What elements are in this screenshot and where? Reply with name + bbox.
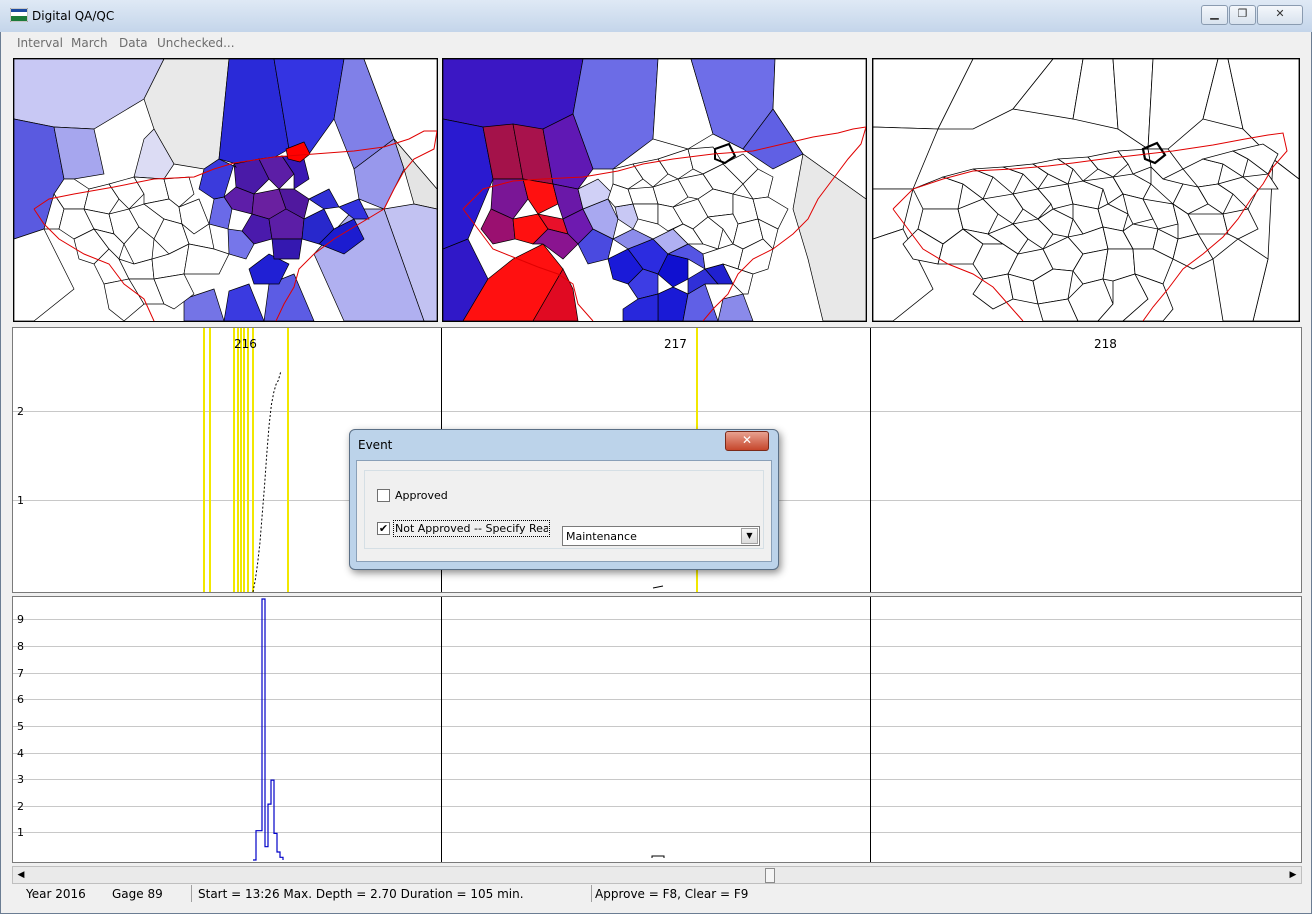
column-title-218: 218 [1094, 337, 1117, 351]
menu-interval[interactable]: Interval [17, 36, 63, 50]
scroll-right-arrow-icon[interactable]: ▶ [1289, 870, 1297, 880]
station-217-trace [652, 585, 664, 589]
y-tick: 5 [17, 720, 24, 733]
y-tick: 9 [17, 613, 24, 626]
gridline [13, 753, 1301, 754]
y-tick: 3 [17, 773, 24, 786]
status-divider [591, 885, 592, 902]
column-title-216: 216 [234, 337, 257, 351]
scroll-left-arrow-icon[interactable]: ◀ [17, 870, 25, 880]
menu-bar: Interval March Data Unchecked... [8, 33, 1304, 53]
approved-checkbox[interactable] [377, 489, 390, 502]
status-event-info: Start = 13:26 Max. Depth = 2.70 Duration… [198, 887, 524, 901]
dialog-title: Event [358, 438, 393, 452]
dialog-close-button[interactable]: ✕ [725, 431, 769, 451]
gridline [13, 726, 1301, 727]
y-tick: 2 [17, 405, 24, 418]
cumulative-depth-line [252, 372, 282, 592]
voronoi-map-1 [14, 59, 437, 321]
gridline [13, 411, 1301, 412]
voronoi-map-2 [443, 59, 866, 321]
y-tick: 8 [17, 640, 24, 653]
close-window-button[interactable]: ✕ [1257, 5, 1303, 25]
minimize-button[interactable]: ▁ [1201, 5, 1228, 25]
approved-label[interactable]: Approved [395, 489, 448, 502]
approval-group: Approved ✔ Not Approved -- Specify Reaso… [364, 470, 764, 549]
menu-data[interactable]: Data [119, 36, 148, 50]
map-panel-2[interactable] [442, 58, 867, 322]
map-panel-1[interactable] [13, 58, 438, 322]
dropdown-arrow-icon[interactable]: ▼ [741, 528, 758, 544]
dialog-body: Approved ✔ Not Approved -- Specify Reaso… [356, 460, 772, 562]
y-tick: 6 [17, 693, 24, 706]
intensity-chart-row[interactable]: 9 8 7 6 5 4 3 2 1 [12, 596, 1302, 863]
menu-march[interactable]: March [71, 36, 108, 50]
restore-button[interactable]: ❐ [1229, 5, 1256, 25]
gridline [13, 832, 1301, 833]
title-bar[interactable]: Digital QA/QC ▁ ❐ ✕ [0, 0, 1312, 32]
menu-unchecked[interactable]: Unchecked... [157, 36, 235, 50]
gridline [13, 673, 1301, 674]
column-separator [441, 597, 442, 862]
gridline [13, 779, 1301, 780]
map-panel-3[interactable] [872, 58, 1300, 322]
reason-select[interactable]: Maintenance ▼ [562, 526, 760, 546]
intensity-plot [253, 598, 665, 861]
gridline [13, 646, 1301, 647]
column-separator [870, 597, 871, 862]
usda-logo-icon [10, 8, 28, 22]
y-tick: 1 [17, 494, 24, 507]
status-year: Year 2016 [26, 887, 86, 901]
gridline [13, 806, 1301, 807]
status-hotkeys: Approve = F8, Clear = F9 [595, 887, 749, 901]
not-approved-label[interactable]: Not Approved -- Specify Reason [393, 520, 550, 537]
reason-select-value: Maintenance [566, 530, 637, 543]
scroll-thumb[interactable] [765, 868, 775, 883]
y-tick: 7 [17, 667, 24, 680]
intensity-line [253, 598, 284, 861]
station-217-intensity-trace [651, 855, 665, 858]
status-divider [191, 885, 192, 902]
y-tick: 2 [17, 800, 24, 813]
event-dialog[interactable]: Event ✕ Approved ✔ Not Approved -- Speci… [349, 429, 779, 570]
window-title: Digital QA/QC [32, 9, 115, 23]
gridline [13, 699, 1301, 700]
horizontal-scrollbar[interactable]: ◀ ▶ [12, 866, 1302, 884]
gridline [13, 619, 1301, 620]
status-gage: Gage 89 [112, 887, 163, 901]
column-title-217: 217 [664, 337, 687, 351]
column-separator [870, 328, 871, 592]
voronoi-map-3 [873, 59, 1299, 321]
not-approved-checkbox[interactable]: ✔ [377, 522, 390, 535]
y-tick: 4 [17, 747, 24, 760]
y-tick: 1 [17, 826, 24, 839]
status-bar: Year 2016 Gage 89 Start = 13:26 Max. Dep… [8, 884, 1304, 904]
